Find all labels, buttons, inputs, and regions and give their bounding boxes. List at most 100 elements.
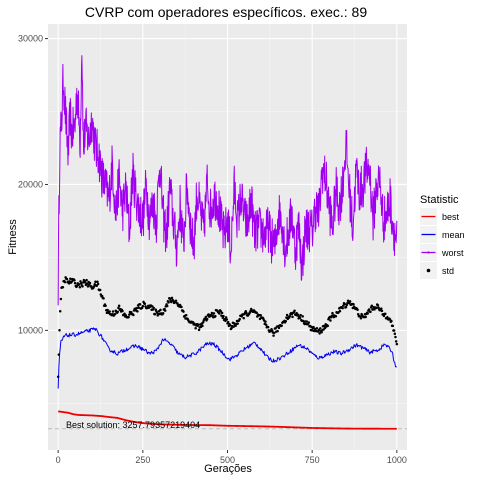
- std-point: [219, 310, 222, 313]
- std-point: [127, 315, 130, 319]
- std-point: [174, 299, 178, 303]
- std-point: [99, 293, 103, 296]
- chart-title: CVRP com operadores específicos. exec.: …: [85, 4, 367, 20]
- std-point: [341, 306, 344, 310]
- std-point: [224, 316, 228, 319]
- std-point: [348, 300, 352, 303]
- std-point: [245, 311, 248, 315]
- std-point: [380, 307, 383, 310]
- std-point: [394, 335, 397, 339]
- x-axis-label: Gerações: [204, 463, 252, 475]
- std-point: [345, 303, 348, 307]
- legend-label-std: std: [442, 266, 454, 276]
- std-point: [310, 329, 314, 332]
- std-point: [210, 311, 214, 315]
- std-point: [305, 320, 308, 323]
- std-point: [92, 285, 96, 288]
- x-tick-label: 1000: [387, 455, 407, 465]
- std-point: [318, 332, 321, 335]
- std-point: [302, 319, 305, 323]
- std-point: [176, 302, 179, 305]
- std-point: [102, 297, 105, 300]
- std-point: [132, 313, 135, 317]
- std-point: [272, 331, 276, 335]
- std-point: [69, 277, 72, 280]
- std-point: [367, 308, 371, 311]
- std-point: [356, 308, 359, 312]
- std-point: [152, 306, 155, 310]
- std-point: [388, 318, 392, 321]
- std-point: [366, 312, 369, 315]
- std-point: [78, 285, 82, 289]
- std-point: [376, 304, 380, 307]
- std-point: [359, 317, 363, 320]
- std-point: [73, 279, 76, 282]
- std-point: [165, 304, 169, 308]
- std-point: [230, 326, 233, 330]
- std-point: [137, 306, 141, 310]
- std-point: [298, 316, 302, 320]
- std-point: [270, 329, 274, 332]
- std-point: [67, 282, 71, 285]
- std-point: [58, 329, 61, 332]
- std-point: [315, 326, 319, 330]
- std-point: [108, 310, 111, 313]
- std-point: [285, 313, 289, 317]
- std-point: [94, 280, 97, 284]
- std-point: [307, 321, 311, 324]
- std-point: [266, 325, 270, 329]
- std-point: [395, 342, 399, 346]
- x-tick-label: 500: [220, 455, 235, 465]
- std-point: [384, 312, 387, 316]
- legend-label-best: best: [442, 212, 460, 222]
- std-point: [61, 286, 65, 289]
- std-point: [338, 309, 342, 313]
- std-point: [331, 311, 334, 315]
- std-point: [225, 318, 229, 321]
- std-point: [205, 317, 209, 321]
- std-point: [56, 375, 60, 379]
- std-point: [390, 319, 393, 323]
- y-tick-label: 20000: [18, 179, 43, 189]
- std-point: [392, 329, 396, 332]
- std-point: [277, 326, 281, 330]
- std-point: [88, 281, 92, 285]
- x-tick-label: 750: [305, 455, 320, 465]
- std-point: [59, 297, 63, 301]
- std-point: [98, 288, 102, 292]
- legend-key-std-mark: [426, 268, 431, 273]
- std-point: [228, 324, 232, 327]
- std-point: [226, 320, 230, 324]
- std-point: [236, 322, 239, 325]
- std-point: [201, 324, 204, 328]
- std-point: [382, 314, 386, 318]
- std-point: [135, 306, 138, 310]
- std-point: [288, 314, 292, 318]
- std-point: [63, 280, 67, 284]
- y-tick-label: 10000: [18, 325, 43, 335]
- std-point: [293, 309, 296, 312]
- std-point: [153, 312, 157, 316]
- x-tick-label: 250: [135, 455, 150, 465]
- std-point: [58, 310, 62, 313]
- std-point: [116, 310, 120, 314]
- series-group: [56, 55, 399, 430]
- std-point: [96, 280, 99, 284]
- std-point: [380, 309, 384, 313]
- std-point: [212, 312, 216, 315]
- std-point: [214, 314, 217, 318]
- std-point: [296, 313, 300, 316]
- legend: Statistic best mean worst std: [420, 194, 465, 279]
- std-point: [79, 282, 83, 285]
- std-point: [117, 306, 120, 310]
- std-point: [220, 314, 223, 317]
- std-point: [170, 296, 174, 300]
- std-point: [356, 313, 360, 316]
- std-point: [291, 315, 294, 319]
- std-point: [96, 282, 100, 286]
- std-point: [180, 305, 183, 309]
- legend-label-worst: worst: [441, 248, 464, 258]
- std-point: [113, 312, 117, 316]
- std-point: [391, 324, 395, 328]
